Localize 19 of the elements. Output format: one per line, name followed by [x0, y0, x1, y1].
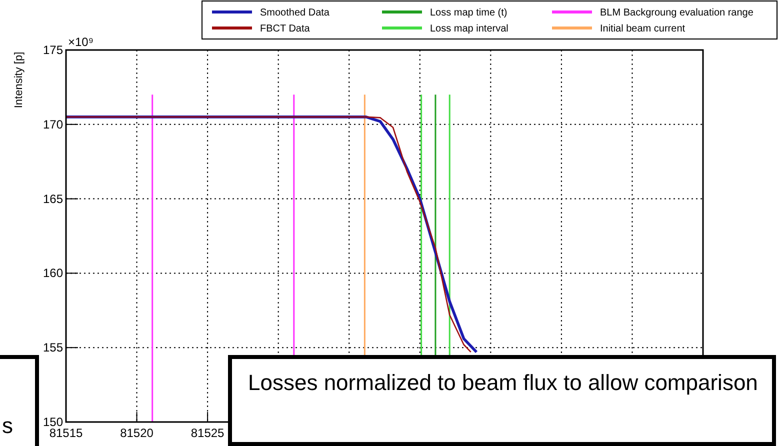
legend-label: BLM Backgroung evaluation range	[600, 8, 754, 18]
legend-label: Loss map interval	[430, 24, 508, 34]
y-tick-label: 150	[42, 415, 64, 429]
y-tick-label: 160	[42, 266, 64, 280]
x-tick-label: 81520	[120, 426, 154, 440]
legend-label: Initial beam current	[600, 24, 686, 34]
x-tick-label: 81515	[49, 426, 84, 440]
y-axis-title: Intensity [p]	[13, 52, 25, 108]
text-box: s	[0, 355, 39, 446]
legend-label: Loss map time (t)	[430, 8, 508, 18]
y-tick-label: 155	[42, 340, 64, 355]
y-tick-label: 175	[42, 43, 64, 57]
y-tick-label: 165	[42, 192, 64, 206]
legend-label: FBCT Data	[260, 24, 310, 34]
y-tick-label: 170	[42, 117, 64, 132]
text: ×10⁹	[68, 35, 94, 49]
text-box: Losses normalized to beam flux to allow comparison	[228, 355, 776, 446]
legend-label: Smoothed Data	[260, 8, 330, 18]
x-tick-label: 81525	[190, 426, 225, 440]
